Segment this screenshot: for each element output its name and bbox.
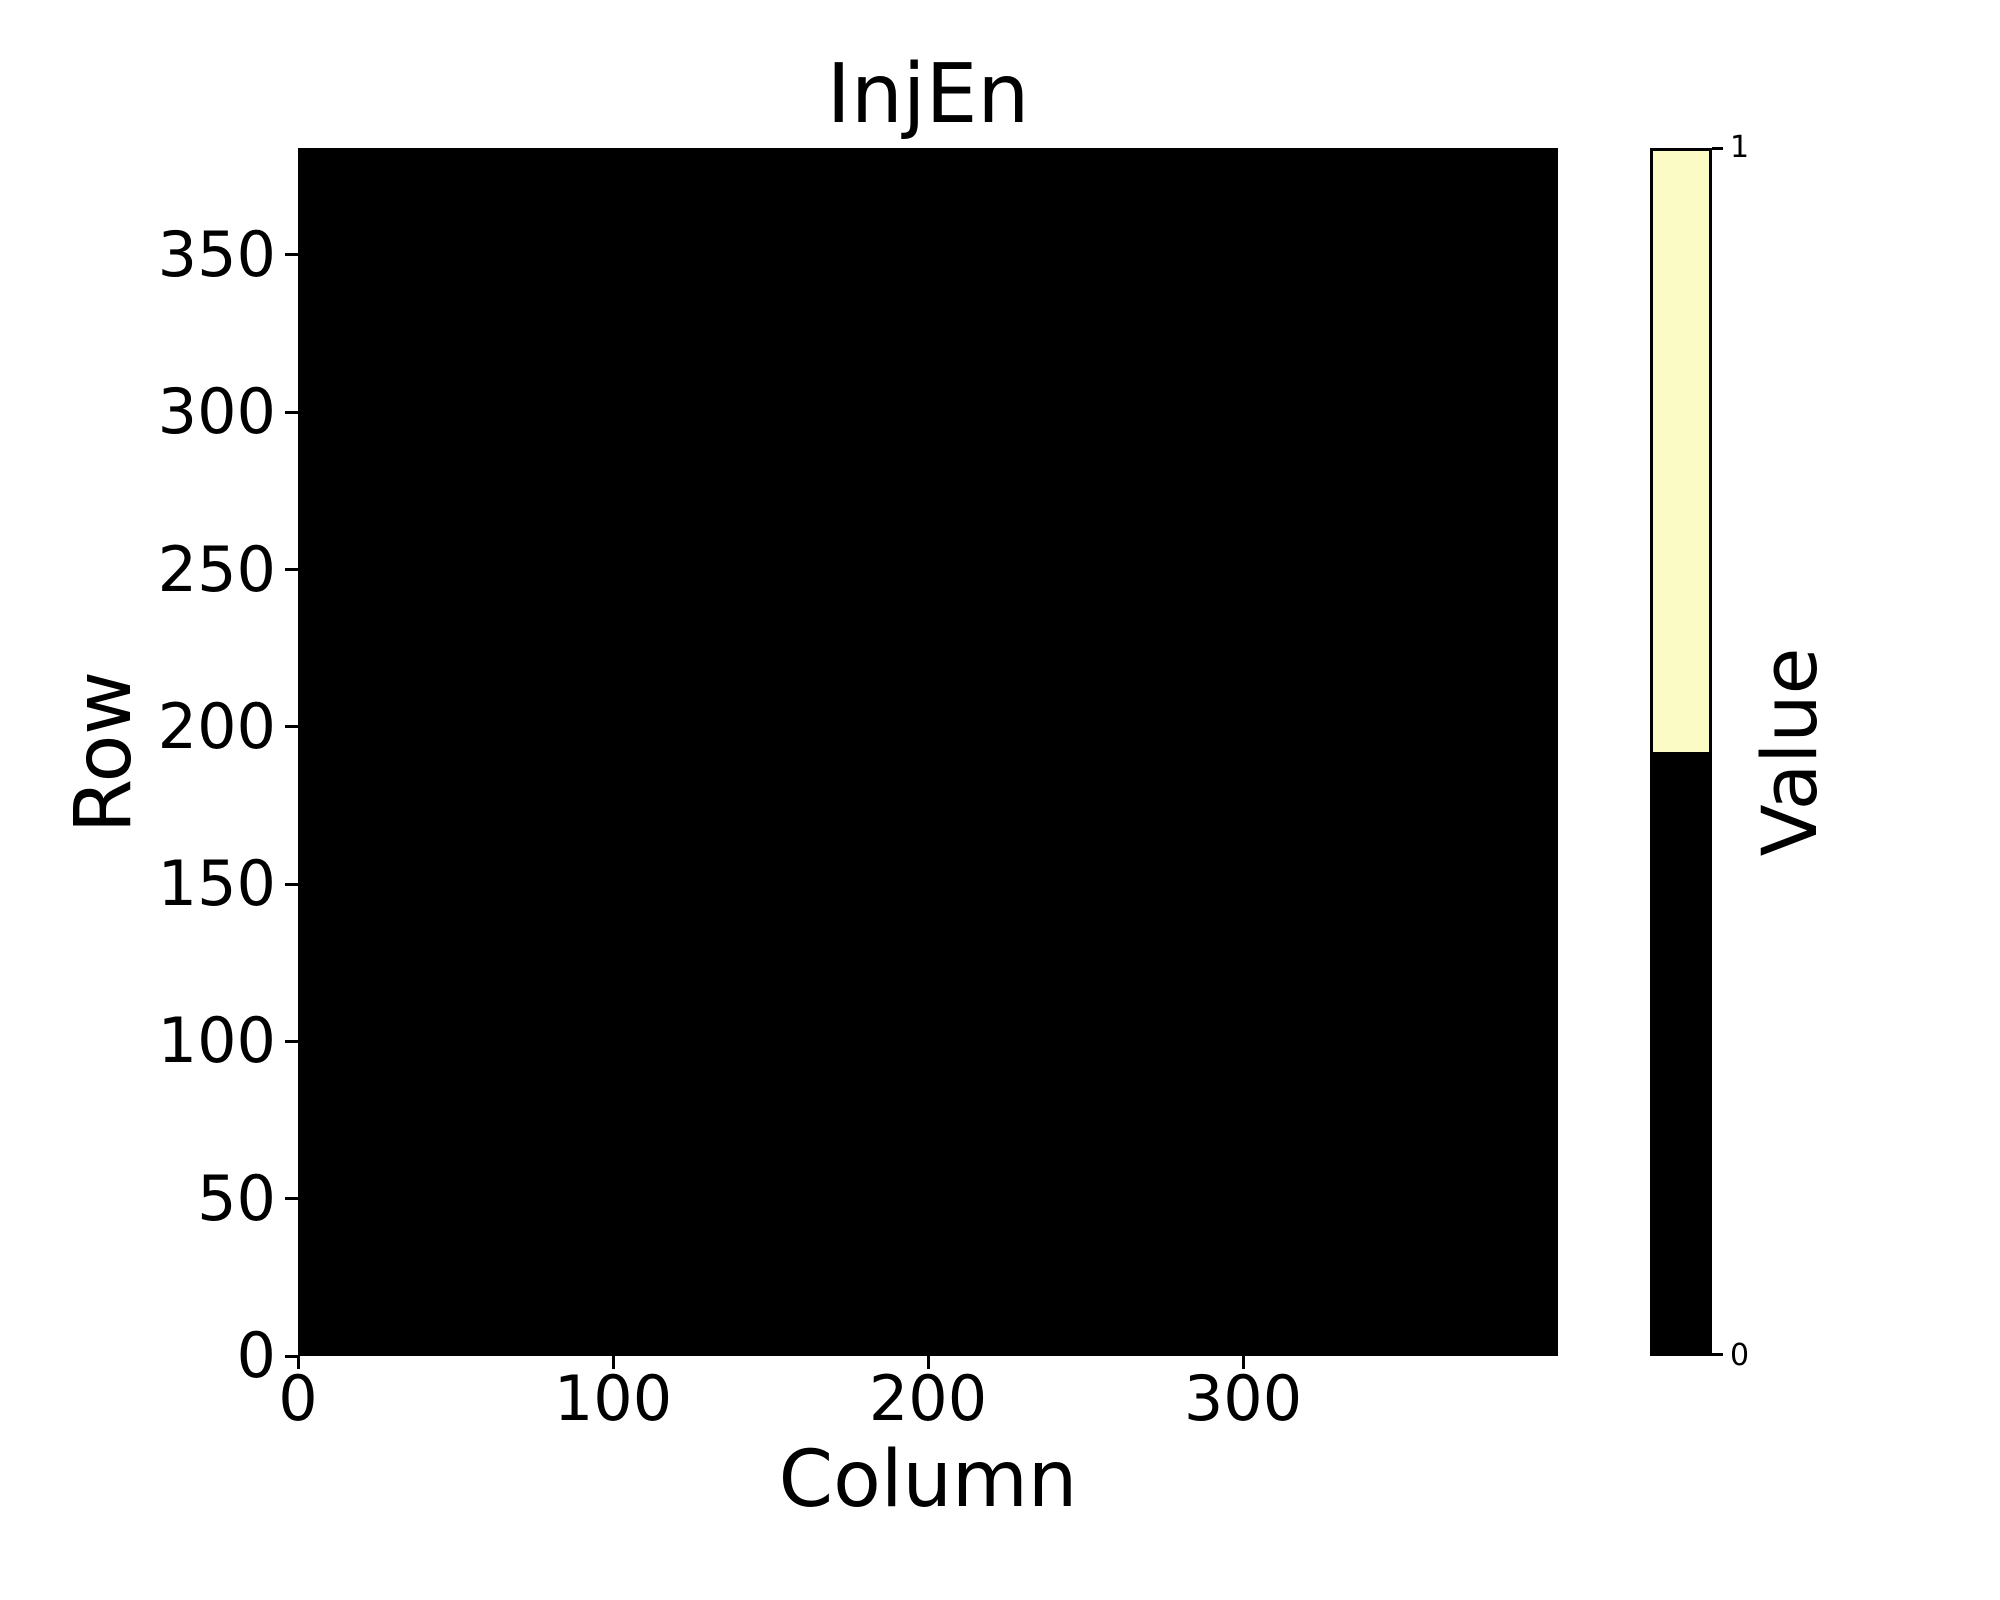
heatmap-plot-area — [298, 148, 1558, 1356]
y-tick-label: 350 — [157, 217, 276, 291]
x-tick-mark — [296, 1356, 300, 1369]
y-tick-mark — [285, 1197, 298, 1201]
y-tick-mark — [285, 253, 298, 257]
x-tick-label: 300 — [1183, 1362, 1303, 1435]
x-tick-mark — [926, 1356, 930, 1369]
colorbar-label: Value — [1745, 647, 1834, 857]
y-tick-mark — [285, 1039, 298, 1043]
colorbar-tick-mark-bottom — [1712, 1353, 1723, 1356]
y-tick-label: 50 — [197, 1161, 276, 1235]
y-tick-mark — [285, 1354, 298, 1358]
colorbar-tick-mark-top — [1712, 147, 1723, 150]
y-tick-mark — [285, 725, 298, 729]
x-axis-label: Column — [778, 1435, 1078, 1525]
y-tick-mark — [285, 410, 298, 414]
x-tick-label: 200 — [868, 1362, 988, 1435]
chart-title: InjEn — [826, 47, 1030, 142]
colorbar-segment-value-0 — [1653, 752, 1709, 1353]
heatmap-image — [298, 148, 1558, 1356]
y-tick-mark — [285, 568, 298, 572]
x-tick-label: 0 — [278, 1362, 318, 1435]
y-axis-label: Row — [59, 670, 149, 834]
y-tick-label: 300 — [157, 375, 276, 449]
x-tick-label: 100 — [553, 1362, 673, 1435]
x-tick-mark — [611, 1356, 615, 1369]
colorbar-tick-label-1: 1 — [1730, 130, 1750, 165]
y-tick-mark — [285, 882, 298, 886]
y-tick-label: 250 — [157, 532, 276, 606]
x-tick-mark — [1241, 1356, 1245, 1369]
colorbar-segment-value-1 — [1653, 151, 1709, 752]
y-tick-label: 100 — [157, 1004, 276, 1078]
colorbar — [1650, 148, 1712, 1356]
y-tick-label: 150 — [157, 847, 276, 921]
colorbar-tick-label-0: 0 — [1730, 1338, 1750, 1373]
y-tick-label: 200 — [157, 689, 276, 763]
y-tick-label: 0 — [236, 1319, 276, 1392]
